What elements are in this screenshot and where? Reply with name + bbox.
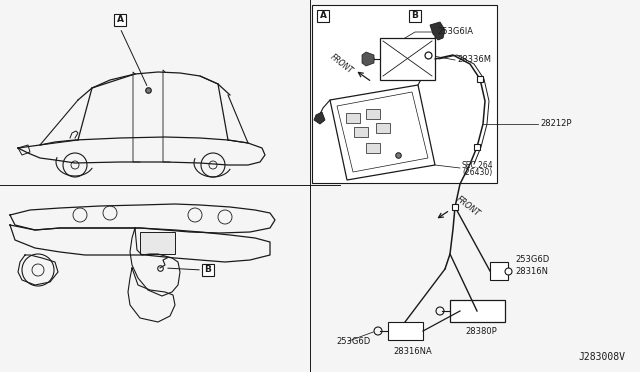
FancyBboxPatch shape xyxy=(354,127,368,137)
Bar xyxy=(317,10,329,22)
FancyBboxPatch shape xyxy=(376,123,390,133)
Bar xyxy=(114,14,126,26)
Text: 28212P: 28212P xyxy=(540,119,572,128)
Text: A: A xyxy=(319,12,326,20)
Text: B: B xyxy=(205,266,211,275)
Bar xyxy=(409,10,421,22)
FancyBboxPatch shape xyxy=(366,109,380,119)
Bar xyxy=(202,264,214,276)
Text: FRONT: FRONT xyxy=(455,194,482,218)
Text: FRONT: FRONT xyxy=(329,52,355,76)
FancyBboxPatch shape xyxy=(366,143,380,153)
Bar xyxy=(490,262,508,280)
Bar xyxy=(450,300,505,322)
Text: (26430): (26430) xyxy=(462,169,492,177)
Bar xyxy=(140,232,175,254)
Text: 28316NA: 28316NA xyxy=(393,347,432,356)
Polygon shape xyxy=(314,112,325,124)
Bar xyxy=(312,5,497,183)
FancyBboxPatch shape xyxy=(346,113,360,123)
Text: B: B xyxy=(412,12,419,20)
Polygon shape xyxy=(430,22,445,40)
Text: 253G6D: 253G6D xyxy=(336,337,371,346)
Text: 28380P: 28380P xyxy=(465,327,497,337)
Bar xyxy=(388,322,423,340)
Polygon shape xyxy=(362,52,374,66)
Bar xyxy=(380,38,435,80)
Text: 253G6IA: 253G6IA xyxy=(437,26,473,35)
Text: J283008V: J283008V xyxy=(578,352,625,362)
Text: 28316N: 28316N xyxy=(515,267,548,276)
Text: 28336M: 28336M xyxy=(457,55,491,64)
Text: SEC.264: SEC.264 xyxy=(462,160,493,170)
Text: A: A xyxy=(116,16,124,25)
Text: 253G6D: 253G6D xyxy=(515,256,549,264)
